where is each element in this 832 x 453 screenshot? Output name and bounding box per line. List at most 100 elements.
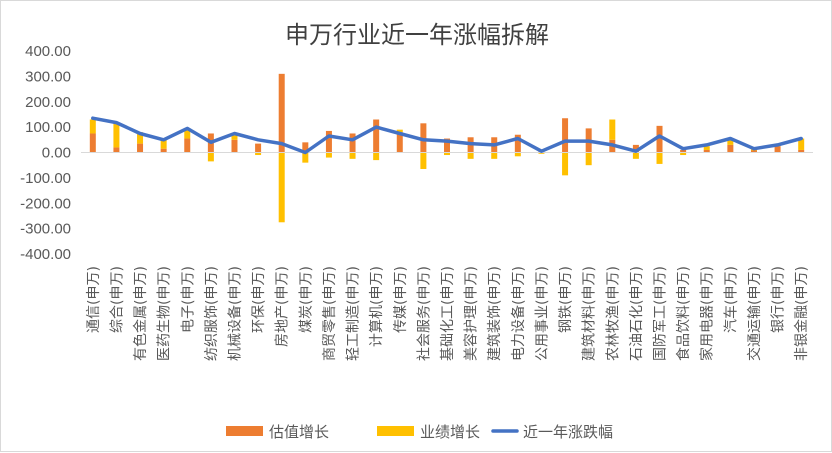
earnings-growth-bar (160, 139, 167, 149)
valuation-growth-bar (750, 150, 757, 153)
x-tick-label: 综合(申万) (109, 266, 125, 333)
valuation-growth-bar (89, 133, 96, 153)
valuation-growth-bar (160, 148, 167, 153)
legend: 估值增长 业绩增长 近一年涨跌幅 (226, 423, 613, 441)
earnings-growth-bar (609, 119, 616, 140)
earnings-growth-bar (325, 152, 332, 158)
y-axis-ticks: 400.00 300.00 200.00 100.00 0.00 -100.00 -200.… (20, 43, 71, 263)
y-tick-label: 400.00 (25, 43, 71, 60)
earnings-growth-bar (632, 152, 639, 159)
x-tick-label: 有色金属(申万) (132, 266, 149, 361)
valuation-growth-bar (632, 144, 639, 153)
earnings-growth-bar (255, 152, 262, 156)
earnings-growth-bar (113, 123, 120, 148)
earnings-growth-bar (278, 152, 285, 223)
earnings-growth-bar (349, 152, 356, 159)
valuation-growth-bar (373, 119, 380, 153)
valuation-growth-bar (255, 143, 262, 153)
x-tick-label: 社会服务(申万) (416, 266, 432, 361)
valuation-growth-bar (798, 149, 805, 153)
earnings-growth-bar (585, 152, 592, 166)
valuation-growth-bar (137, 143, 144, 153)
valuation-growth-bar (349, 133, 356, 153)
x-tick-label: 电子(申万) (180, 266, 196, 333)
earnings-growth-bar (656, 152, 663, 164)
y-tick-label: 100.00 (25, 119, 71, 136)
earnings-growth-bar (514, 152, 521, 157)
earnings-growth-bar (727, 138, 734, 145)
x-tick-label: 美容护理(申万) (463, 266, 480, 361)
legend-one-year-change: 近一年涨跌幅 (491, 423, 613, 441)
valuation-growth-bar (302, 142, 309, 153)
y-tick-label: 300.00 (25, 68, 71, 85)
x-tick-label: 石油石化(申万) (629, 266, 645, 361)
earnings-growth-bar (137, 132, 144, 144)
x-tick-label: 计算机(申万) (369, 266, 385, 347)
legend-label: 业绩增长 (420, 423, 480, 441)
x-tick-label: 轻工制造(申万) (346, 266, 362, 361)
x-tick-label: 非银金融(申万) (794, 266, 810, 361)
valuation-growth-bar (113, 147, 120, 153)
valuation-growth-bar (396, 132, 403, 153)
earnings-growth-bar (491, 152, 498, 159)
legend-earnings-growth: 业绩增长 (377, 423, 480, 441)
x-tick-label: 纺织服饰(申万) (204, 266, 220, 361)
valuation-growth-bar (325, 130, 332, 153)
x-tick-label: 环保(申万) (251, 266, 267, 333)
x-tick-label: 电力设备(申万) (510, 266, 527, 361)
earnings-growth-bar (562, 152, 569, 176)
y-tick-label: -300.00 (20, 221, 71, 238)
valuation-growth-bar (278, 73, 285, 153)
x-tick-label: 医药生物(申万) (157, 266, 173, 361)
x-tick-label: 基础化工(申万) (439, 266, 456, 361)
legend-swatch (226, 426, 263, 436)
earnings-growth-bar (184, 128, 191, 139)
x-tick-label: 煤炭(申万) (298, 266, 314, 333)
legend-valuation-growth: 估值增长 (226, 423, 329, 441)
x-tick-label: 房地产(申万) (275, 266, 291, 347)
line-series (91, 116, 803, 155)
x-tick-label: 银行(申万) (771, 266, 787, 333)
x-tick-label: 交通运输(申万) (746, 266, 763, 361)
earnings-growth-bar (207, 152, 214, 162)
earnings-growth-bar (89, 119, 96, 134)
y-tick-label: 200.00 (25, 94, 71, 111)
x-tick-label: 食品饮料(申万) (675, 266, 692, 361)
earnings-growth-bar (703, 146, 710, 150)
legend-swatch (377, 426, 414, 436)
valuation-growth-bar (420, 123, 427, 153)
one-year-change-line (91, 116, 803, 155)
earnings-growth-bar (420, 152, 427, 169)
valuation-growth-bar (774, 146, 781, 153)
valuation-growth-bar (231, 139, 238, 153)
x-tick-label: 国防军工(申万) (653, 266, 669, 361)
legend-label: 估值增长 (269, 423, 329, 441)
earnings-growth-bar (444, 152, 450, 156)
x-tick-label: 建筑材料(申万) (582, 266, 598, 361)
valuation-growth-bar (680, 149, 687, 153)
earnings-growth-bar (798, 138, 805, 150)
x-axis-labels: 通信(申万) 综合(申万) 有色金属(申万) 医药生物(申万) 电子(申万) 纺织服饰(申… (86, 266, 810, 361)
earnings-growth-bar (680, 152, 687, 156)
valuation-growth-bar (703, 149, 710, 153)
x-tick-label: 汽车(申万) (722, 266, 739, 333)
earnings-growth-bar (538, 152, 545, 154)
earnings-growth-bar (302, 152, 309, 163)
valuation-growth-bar (444, 138, 450, 153)
x-tick-label: 农林牧渔(申万) (605, 266, 621, 361)
x-tick-label: 钢铁(申万) (558, 266, 574, 333)
bar-series (89, 73, 805, 223)
earnings-growth-bar (396, 129, 403, 133)
y-tick-label: -200.00 (20, 195, 71, 212)
valuation-growth-bar (727, 144, 734, 153)
valuation-growth-bar (184, 138, 191, 153)
y-tick-label: 0.00 (42, 145, 71, 162)
x-tick-label: 通信(申万) (86, 266, 102, 333)
valuation-growth-bar (656, 125, 663, 153)
x-tick-label: 家用电器(申万) (699, 266, 716, 361)
x-tick-label: 商贸零售(申万) (322, 266, 338, 361)
x-tick-label: 建筑装饰(申万) (487, 266, 503, 361)
earnings-growth-bar (373, 152, 380, 161)
